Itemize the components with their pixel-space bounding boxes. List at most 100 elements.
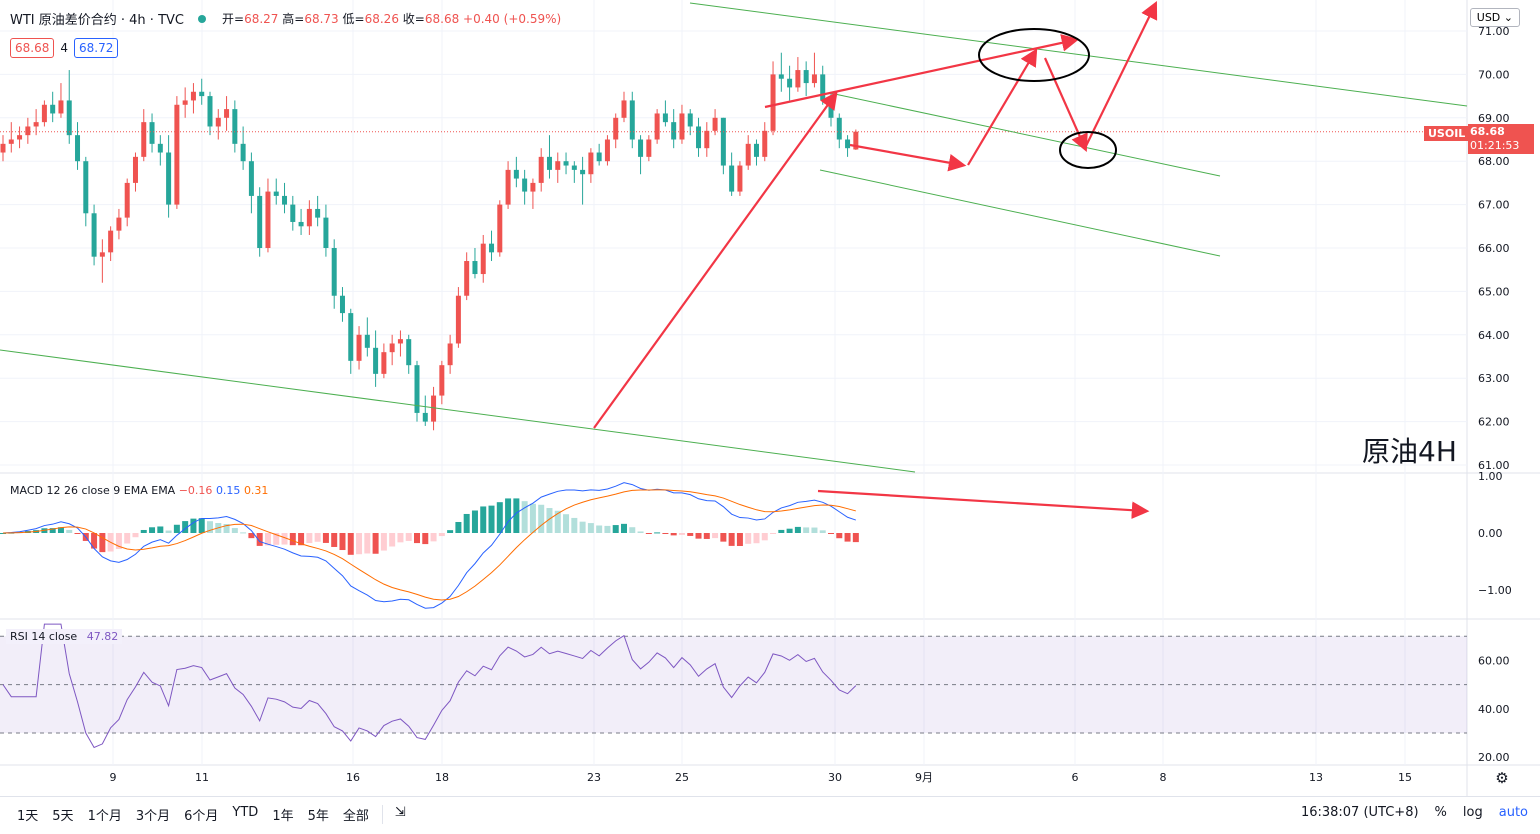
candle-body xyxy=(174,104,180,205)
macd-histogram-bar xyxy=(66,529,73,533)
tf-ytd[interactable]: YTD xyxy=(232,805,259,820)
macd-histogram-bar xyxy=(678,533,685,535)
chart-canvas[interactable]: 61.0062.0063.0064.0065.0066.0067.0068.00… xyxy=(0,0,1540,796)
tf-5y[interactable]: 5年 xyxy=(307,809,329,824)
candle-body xyxy=(224,109,230,118)
candle-body xyxy=(455,295,461,344)
macd-legend[interactable]: MACD 12 26 close 9 EMA EMA −0.16 0.15 0.… xyxy=(10,484,269,497)
macd-histogram-bar xyxy=(654,532,661,534)
time-tick-label: 11 xyxy=(195,771,209,784)
macd-histogram-bar xyxy=(389,533,396,547)
rsi-legend[interactable]: RSI 14 close 47.82 xyxy=(6,629,123,644)
tf-1m[interactable]: 1个月 xyxy=(87,809,122,824)
macd-histogram-bar xyxy=(596,525,603,533)
auto-scale-button[interactable]: auto xyxy=(1498,805,1528,820)
time-tick-label: 23 xyxy=(587,771,601,784)
macd-histogram-bar xyxy=(629,527,636,533)
scale-controls: 16:38:07 (UTC+8) % log auto xyxy=(1301,805,1528,820)
time-tick-label: 16 xyxy=(346,771,360,784)
time-tick-label: 8 xyxy=(1160,771,1167,784)
log-scale-button[interactable]: log xyxy=(1462,805,1483,820)
macd-histogram-bar xyxy=(811,527,818,533)
macd-histogram-bar xyxy=(546,508,553,533)
macd-histogram-bar xyxy=(182,521,189,533)
bottom-toolbar: 1天 5天 1个月 3个月 6个月 YTD 1年 5年 全部 ⇲ 16:38:0… xyxy=(0,796,1540,834)
candle-body xyxy=(853,131,859,150)
macd-histogram-bar xyxy=(339,533,346,551)
candle-body xyxy=(845,139,851,149)
macd-histogram-bar xyxy=(761,533,768,541)
annotation-arrow xyxy=(1043,57,1088,153)
candle-body xyxy=(555,161,561,170)
candle-body xyxy=(273,191,279,196)
tf-1y[interactable]: 1年 xyxy=(272,809,294,824)
goto-date-icon[interactable]: ⇲ xyxy=(381,805,413,824)
candle-body xyxy=(232,109,238,144)
macd-histogram-bar xyxy=(397,533,404,543)
symbol-tag: USOIL xyxy=(1424,126,1470,141)
clock[interactable]: 16:38:07 (UTC+8) xyxy=(1300,805,1419,820)
time-axis[interactable]: 9 11 16 18 23 25 30 9月 6 8 13 15 ⚙ xyxy=(110,769,1509,787)
tf-1d[interactable]: 1天 xyxy=(17,809,39,824)
tf-5d[interactable]: 5天 xyxy=(52,809,74,824)
rsi-value: 47.82 xyxy=(86,630,119,643)
price-tick-label: 68.00 xyxy=(1478,155,1510,168)
price-candles xyxy=(0,52,1467,431)
chart-header: WTI 原油差价合约 · 4h · TVC 开=68.27 高=68.73 低=… xyxy=(10,9,561,28)
bid-ask-row: 68.68 4 68.72 xyxy=(10,38,119,58)
candle-body xyxy=(613,117,619,140)
macd-line xyxy=(2,482,856,609)
time-tick-label: 6 xyxy=(1072,771,1079,784)
macd-histogram-bar xyxy=(745,533,752,544)
candle-body xyxy=(778,74,784,79)
candle-body xyxy=(762,130,768,157)
candle-body xyxy=(75,135,81,162)
signal-line xyxy=(2,489,856,601)
tf-all[interactable]: 全部 xyxy=(342,809,369,824)
macd-histogram-bar xyxy=(0,533,6,534)
candle-body xyxy=(331,248,337,296)
candle-body xyxy=(17,135,23,140)
macd-histogram-bar xyxy=(198,518,205,533)
candle-body xyxy=(431,395,437,422)
macd-histogram-bar xyxy=(471,510,478,533)
macd-signal-value: 0.31 xyxy=(243,484,269,497)
candle-body xyxy=(447,343,453,366)
price-axis[interactable]: 61.00 62.00 63.00 64.00 65.00 66.00 67.00 68.00… xyxy=(1478,25,1512,764)
candle-body xyxy=(720,117,726,166)
rsi-tick-label: 60.00 xyxy=(1478,654,1510,667)
time-tick-label: 9月 xyxy=(915,771,933,784)
candle-body xyxy=(33,122,39,127)
macd-pane xyxy=(0,482,859,609)
macd-histogram-bar xyxy=(513,498,520,533)
candle-body xyxy=(530,182,536,192)
tf-6m[interactable]: 6个月 xyxy=(184,809,219,824)
sell-price[interactable]: 68.68 xyxy=(10,38,55,58)
percent-scale-button[interactable]: % xyxy=(1434,805,1447,820)
macd-histogram-bar xyxy=(331,533,338,547)
candle-body xyxy=(414,365,420,413)
macd-tick-label: 1.00 xyxy=(1478,470,1503,483)
buy-price[interactable]: 68.72 xyxy=(74,38,119,58)
macd-histogram-bar xyxy=(852,533,859,543)
candle-body xyxy=(480,243,486,275)
spread-value: 4 xyxy=(60,41,68,55)
candle-body xyxy=(571,165,577,170)
macd-histogram-bar xyxy=(306,533,313,544)
currency-dropdown[interactable]: USD ⌄ xyxy=(1469,8,1520,27)
candle-body xyxy=(397,339,403,344)
candle-body xyxy=(588,152,594,175)
macd-histogram-bar xyxy=(165,530,172,533)
symbol-title[interactable]: WTI 原油差价合约 · 4h · TVC xyxy=(10,13,184,28)
candle-body xyxy=(282,195,288,205)
macd-histogram-bar xyxy=(455,521,462,533)
candle-body xyxy=(538,156,544,183)
macd-histogram-bar xyxy=(347,533,354,555)
candle-body xyxy=(712,117,718,131)
macd-tick-label: 0.00 xyxy=(1478,527,1503,540)
tf-3m[interactable]: 3个月 xyxy=(135,809,171,824)
bar-countdown: 01:21:53 xyxy=(1470,139,1520,152)
candle-body xyxy=(604,139,610,162)
macd-histogram-bar xyxy=(794,526,801,533)
macd-histogram-bar xyxy=(447,530,454,533)
